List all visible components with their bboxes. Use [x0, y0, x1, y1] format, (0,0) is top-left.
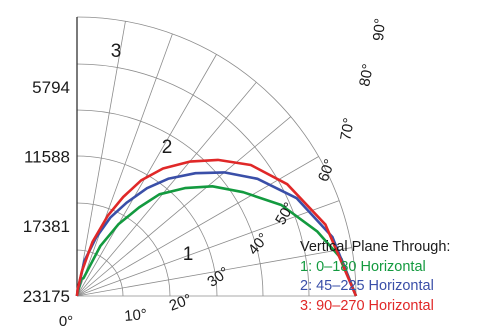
- angle-tick-label: 60°: [315, 157, 339, 184]
- grid-arc: [76, 109, 264, 297]
- angle-tick-label: 80°: [356, 63, 377, 88]
- legend-item-3: 3: 90–270 Horizontal: [300, 297, 434, 314]
- grid-spoke: [76, 82, 257, 297]
- legend-title: Vertical Plane Through:: [300, 239, 451, 255]
- legend: Vertical Plane Through: 1: 0–180 Horizon…: [300, 238, 450, 316]
- grid-spoke: [76, 54, 217, 297]
- legend-item-2: 2: 45–225 Horizontal: [300, 278, 434, 294]
- angle-tick-label: 10°: [124, 306, 148, 325]
- grid-arc: [76, 16, 357, 297]
- grid-spoke: [76, 33, 173, 297]
- radial-tick-label: 11588: [24, 148, 70, 167]
- grid-arc: [76, 202, 171, 297]
- angle-tick-label: 30°: [204, 264, 232, 291]
- grid-arc: [76, 155, 218, 297]
- legend-item-1: 1: 0–180 Horizontal: [300, 258, 426, 275]
- curve-label-1: 1: [183, 244, 194, 265]
- angle-tick-label: 20°: [167, 291, 194, 315]
- radial-tick-label: 23175: [23, 287, 70, 306]
- radial-tick-label: 5794: [32, 78, 70, 97]
- curve-label-3: 3: [111, 41, 122, 62]
- grid-spoke: [76, 247, 352, 297]
- series-line-3: [75, 158, 358, 297]
- grid-arc: [76, 63, 310, 297]
- grid-spoke: [76, 116, 291, 297]
- grid-spoke: [76, 21, 126, 297]
- series-curves: [75, 158, 358, 297]
- angle-tick-label: 70°: [337, 117, 358, 142]
- curve-label-2: 2: [162, 137, 173, 158]
- radial-tick-label: 17381: [23, 217, 70, 236]
- angle-tick-label: 90°: [370, 18, 389, 42]
- angle-tick-label: 0°: [59, 313, 73, 330]
- angle-tick-label: 40°: [245, 230, 273, 258]
